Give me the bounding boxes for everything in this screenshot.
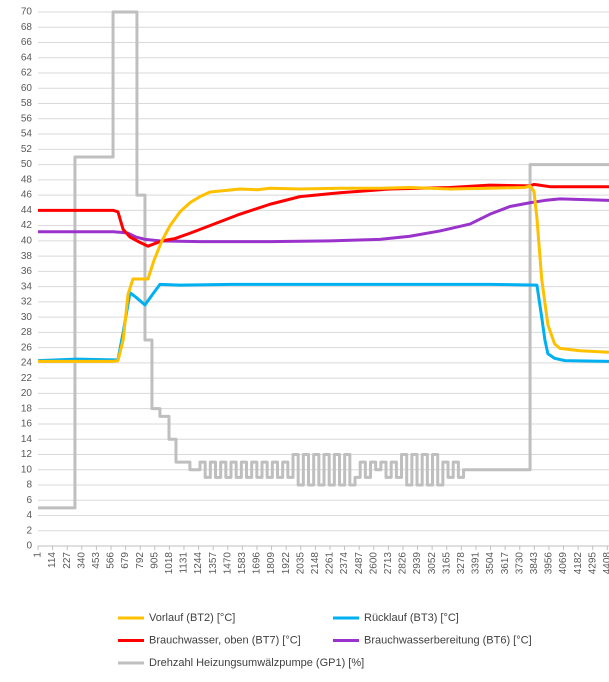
x-tick-label: 679 <box>120 552 131 569</box>
x-tick-label: 2487 <box>354 552 365 575</box>
x-tick-label: 2148 <box>310 552 321 575</box>
x-tick-label: 2939 <box>412 552 423 575</box>
x-tick-label: 3617 <box>500 552 511 575</box>
y-tick-label: 48 <box>21 174 33 185</box>
x-tick-label: 2713 <box>383 552 394 575</box>
x-tick-label: 3730 <box>514 552 525 575</box>
x-tick-label: 3278 <box>456 552 467 575</box>
legend-label: Drehzahl Heizungsumwälzpumpe (GP1) [%] <box>149 657 364 669</box>
x-tick-label: 792 <box>135 552 146 569</box>
y-tick-label: 18 <box>21 403 33 414</box>
y-tick-label: 44 <box>21 205 33 216</box>
y-tick-label: 38 <box>21 251 33 262</box>
legend-label: Vorlauf (BT2) [°C] <box>149 612 235 624</box>
x-tick-label: 2826 <box>398 552 409 575</box>
y-tick-label: 22 <box>21 373 33 384</box>
series-line <box>38 197 609 244</box>
x-tick-label: 4408 <box>602 552 609 575</box>
x-tick-label: 1018 <box>164 552 175 575</box>
x-tick-label: 4069 <box>558 552 569 575</box>
x-tick-label: 2035 <box>295 552 306 575</box>
x-tick-label: 227 <box>62 552 73 569</box>
y-tick-label: 64 <box>21 52 33 63</box>
y-tick-label: 52 <box>21 144 33 155</box>
y-tick-label: 56 <box>21 113 33 124</box>
x-tick-label: 1357 <box>208 552 219 575</box>
x-tick-label: 3391 <box>471 552 482 575</box>
y-tick-label: 36 <box>21 266 33 277</box>
x-tick-label: 2600 <box>368 552 379 575</box>
y-tick-label: 66 <box>21 37 33 48</box>
x-tick-label: 114 <box>47 552 58 568</box>
y-tick-label: 0 <box>26 541 32 552</box>
y-tick-label: 14 <box>21 434 33 445</box>
y-tick-label: 68 <box>21 22 33 33</box>
x-tick-label: 905 <box>149 552 160 569</box>
y-tick-label: 26 <box>21 342 33 353</box>
x-tick-label: 1696 <box>252 552 263 575</box>
x-tick-label: 1583 <box>237 552 248 575</box>
series-line <box>38 184 609 363</box>
x-tick-label: 3956 <box>544 552 555 575</box>
y-tick-label: 8 <box>26 480 32 491</box>
y-tick-label: 16 <box>21 419 33 430</box>
y-tick-label: 54 <box>21 129 33 140</box>
x-tick-label: 2261 <box>325 552 336 575</box>
x-tick-label: 566 <box>106 552 117 569</box>
x-tick-label: 340 <box>76 552 87 569</box>
x-tick-label: 3843 <box>529 552 540 575</box>
y-tick-label: 60 <box>21 83 33 94</box>
legend-label: Rücklauf (BT3) [°C] <box>364 612 459 624</box>
x-tick-label: 1922 <box>281 552 292 575</box>
x-tick-label: 453 <box>91 552 102 569</box>
y-tick-label: 34 <box>21 281 33 292</box>
x-tick-label: 3052 <box>427 552 438 575</box>
y-tick-label: 62 <box>21 68 33 79</box>
x-tick-label: 3504 <box>485 552 496 575</box>
y-tick-label: 28 <box>21 327 33 338</box>
y-tick-label: 2 <box>26 525 32 536</box>
y-tick-label: 6 <box>26 495 32 506</box>
y-tick-label: 50 <box>21 159 33 170</box>
x-tick-label: 2374 <box>339 552 350 575</box>
y-tick-label: 20 <box>21 388 33 399</box>
y-tick-label: 58 <box>21 98 33 109</box>
y-tick-label: 24 <box>21 358 33 369</box>
x-tick-label: 1131 <box>179 552 190 574</box>
y-tick-label: 42 <box>21 220 33 231</box>
x-tick-label: 1809 <box>266 552 277 575</box>
y-tick-label: 4 <box>26 510 32 521</box>
series-line <box>38 182 609 248</box>
x-tick-label: 1244 <box>193 552 204 575</box>
legend-label: Brauchwasserbereitung (BT6) [°C] <box>364 634 532 646</box>
y-tick-label: 30 <box>21 312 33 323</box>
legend-label: Brauchwasser, oben (BT7) [°C] <box>149 634 301 646</box>
y-tick-label: 12 <box>21 449 33 460</box>
series-line <box>38 10 609 510</box>
x-tick-label: 4182 <box>573 552 584 575</box>
y-tick-label: 10 <box>21 464 33 475</box>
y-tick-label: 46 <box>21 190 33 201</box>
y-tick-label: 70 <box>21 7 33 18</box>
x-tick-label: 3165 <box>441 552 452 575</box>
y-tick-label: 40 <box>21 235 33 246</box>
x-tick-label: 4295 <box>587 552 598 575</box>
x-tick-label: 1 <box>33 552 44 558</box>
y-tick-label: 32 <box>21 297 33 308</box>
x-tick-label: 1470 <box>222 552 233 575</box>
